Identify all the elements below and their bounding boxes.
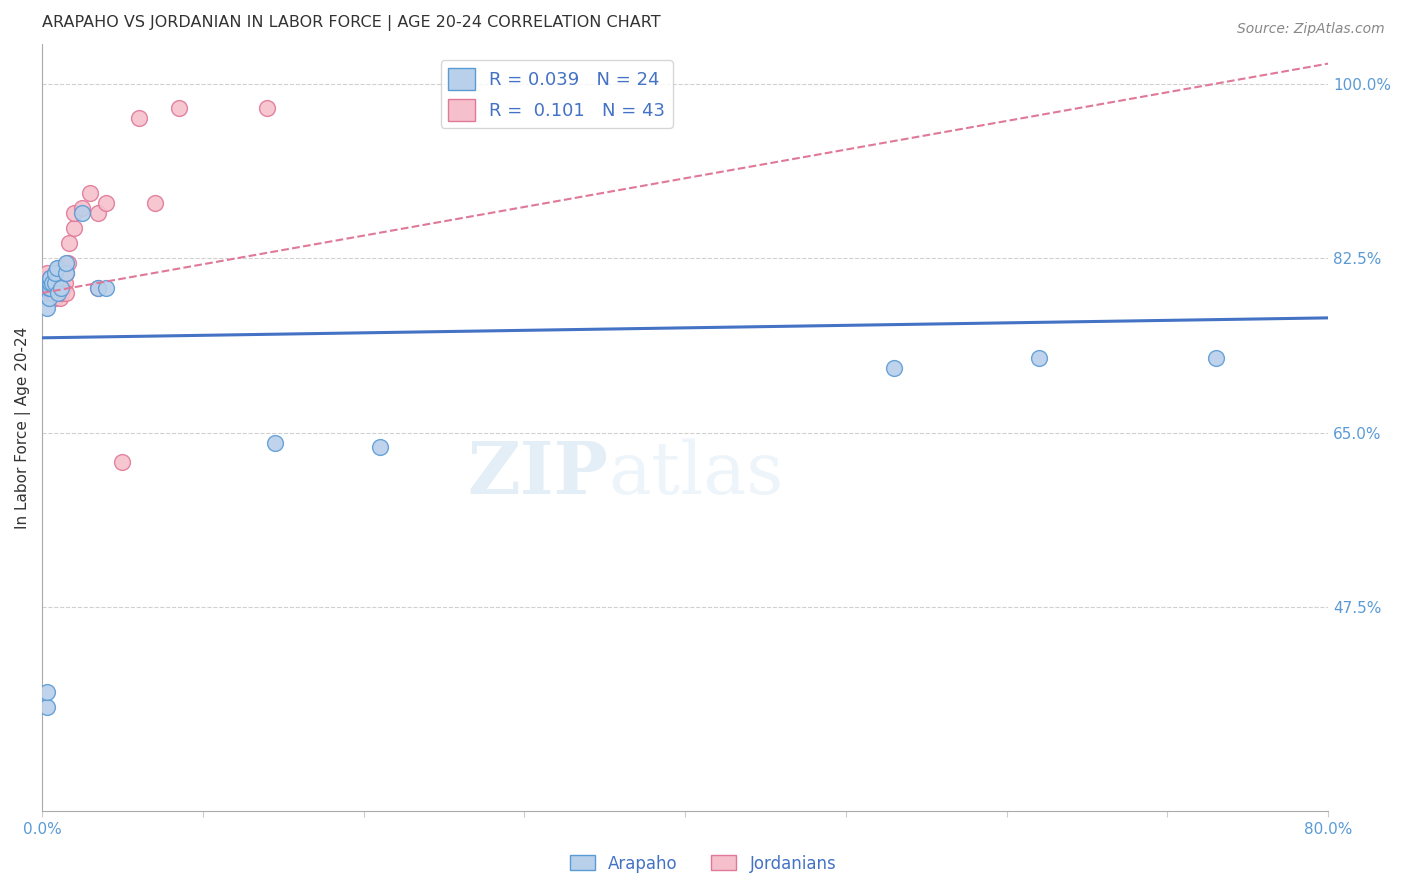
Point xyxy=(143,196,166,211)
Point xyxy=(38,276,60,290)
Point xyxy=(44,266,66,280)
Point xyxy=(35,276,58,290)
Point xyxy=(264,435,287,450)
Point xyxy=(52,260,75,275)
Point xyxy=(53,276,76,290)
Point xyxy=(55,285,77,300)
Point xyxy=(87,281,110,295)
Point xyxy=(35,285,58,300)
Point xyxy=(39,276,62,290)
Legend: R = 0.039   N = 24, R =  0.101   N = 43: R = 0.039 N = 24, R = 0.101 N = 43 xyxy=(440,61,672,128)
Point xyxy=(51,281,73,295)
Point xyxy=(38,291,60,305)
Point xyxy=(35,266,58,280)
Point xyxy=(49,291,72,305)
Point xyxy=(55,266,77,280)
Point xyxy=(44,291,66,305)
Point xyxy=(46,260,69,275)
Point xyxy=(56,256,79,270)
Point xyxy=(42,285,65,300)
Point xyxy=(51,285,73,300)
Point xyxy=(45,281,67,295)
Point xyxy=(41,291,63,305)
Point xyxy=(79,186,101,201)
Point xyxy=(44,285,66,300)
Point xyxy=(39,285,62,300)
Point xyxy=(63,221,86,235)
Point xyxy=(46,285,69,300)
Point xyxy=(46,285,69,300)
Point xyxy=(55,266,77,280)
Point xyxy=(39,271,62,285)
Point xyxy=(35,699,58,714)
Point xyxy=(41,276,63,290)
Text: ZIP: ZIP xyxy=(467,438,607,509)
Point xyxy=(87,281,110,295)
Point xyxy=(38,291,60,305)
Y-axis label: In Labor Force | Age 20-24: In Labor Force | Age 20-24 xyxy=(15,326,31,529)
Point xyxy=(42,276,65,290)
Point xyxy=(44,276,66,290)
Text: atlas: atlas xyxy=(607,438,783,509)
Point xyxy=(35,685,58,699)
Point xyxy=(96,281,118,295)
Point xyxy=(63,206,86,220)
Point xyxy=(39,281,62,295)
Text: Source: ZipAtlas.com: Source: ZipAtlas.com xyxy=(1237,22,1385,37)
Point xyxy=(368,441,391,455)
Point xyxy=(39,281,62,295)
Point xyxy=(45,260,67,275)
Text: ARAPAHO VS JORDANIAN IN LABOR FORCE | AGE 20-24 CORRELATION CHART: ARAPAHO VS JORDANIAN IN LABOR FORCE | AG… xyxy=(42,15,661,31)
Point xyxy=(58,236,80,251)
Legend: Arapaho, Jordanians: Arapaho, Jordanians xyxy=(564,848,842,880)
Point xyxy=(38,281,60,295)
Point xyxy=(167,102,190,116)
Point xyxy=(883,360,905,375)
Point xyxy=(35,301,58,315)
Point xyxy=(51,276,73,290)
Point xyxy=(128,112,150,126)
Point xyxy=(46,276,69,290)
Point xyxy=(1205,351,1227,365)
Point xyxy=(39,271,62,285)
Point xyxy=(35,281,58,295)
Point xyxy=(72,201,94,215)
Point xyxy=(87,206,110,220)
Point xyxy=(72,206,94,220)
Point xyxy=(41,281,63,295)
Point xyxy=(96,196,118,211)
Point xyxy=(111,455,134,469)
Point xyxy=(1028,351,1050,365)
Point xyxy=(256,102,278,116)
Point xyxy=(55,256,77,270)
Point xyxy=(35,271,58,285)
Point xyxy=(45,266,67,280)
Point xyxy=(52,281,75,295)
